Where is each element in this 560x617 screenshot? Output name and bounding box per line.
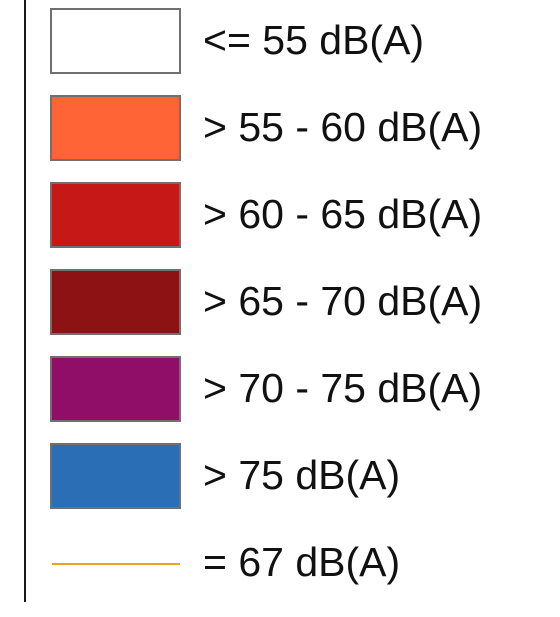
legend-label-65-70: > 65 - 70 dB(A) — [203, 278, 483, 324]
legend-item-eq-67-line: = 67 dB(A) — [50, 530, 550, 617]
legend-label-55-60: > 55 - 60 dB(A) — [203, 104, 483, 150]
legend-label-eq-67: = 67 dB(A) — [203, 539, 401, 585]
legend-item-le-55: <= 55 dB(A) — [50, 8, 550, 95]
legend-label-70-75: > 70 - 75 dB(A) — [203, 365, 483, 411]
legend-item-70-75: > 70 - 75 dB(A) — [50, 356, 550, 443]
legend-swatch-55-60 — [50, 95, 181, 161]
legend-label-gt-75: > 75 dB(A) — [203, 452, 401, 498]
legend-line-swatch-eq-67 — [52, 563, 180, 565]
legend-swatch-le-55 — [50, 8, 181, 74]
legend-swatch-70-75 — [50, 356, 181, 422]
legend-label-60-65: > 60 - 65 dB(A) — [203, 191, 483, 237]
noise-legend: <= 55 dB(A) > 55 - 60 dB(A) > 60 - 65 dB… — [50, 8, 550, 617]
legend-item-60-65: > 60 - 65 dB(A) — [50, 182, 550, 269]
legend-item-gt-75: > 75 dB(A) — [50, 443, 550, 530]
legend-swatch-65-70 — [50, 269, 181, 335]
legend-swatch-gt-75 — [50, 443, 181, 509]
legend-item-65-70: > 65 - 70 dB(A) — [50, 269, 550, 356]
legend-swatch-60-65 — [50, 182, 181, 248]
legend-item-55-60: > 55 - 60 dB(A) — [50, 95, 550, 182]
map-frame-border — [24, 0, 26, 602]
legend-label-le-55: <= 55 dB(A) — [203, 17, 425, 63]
